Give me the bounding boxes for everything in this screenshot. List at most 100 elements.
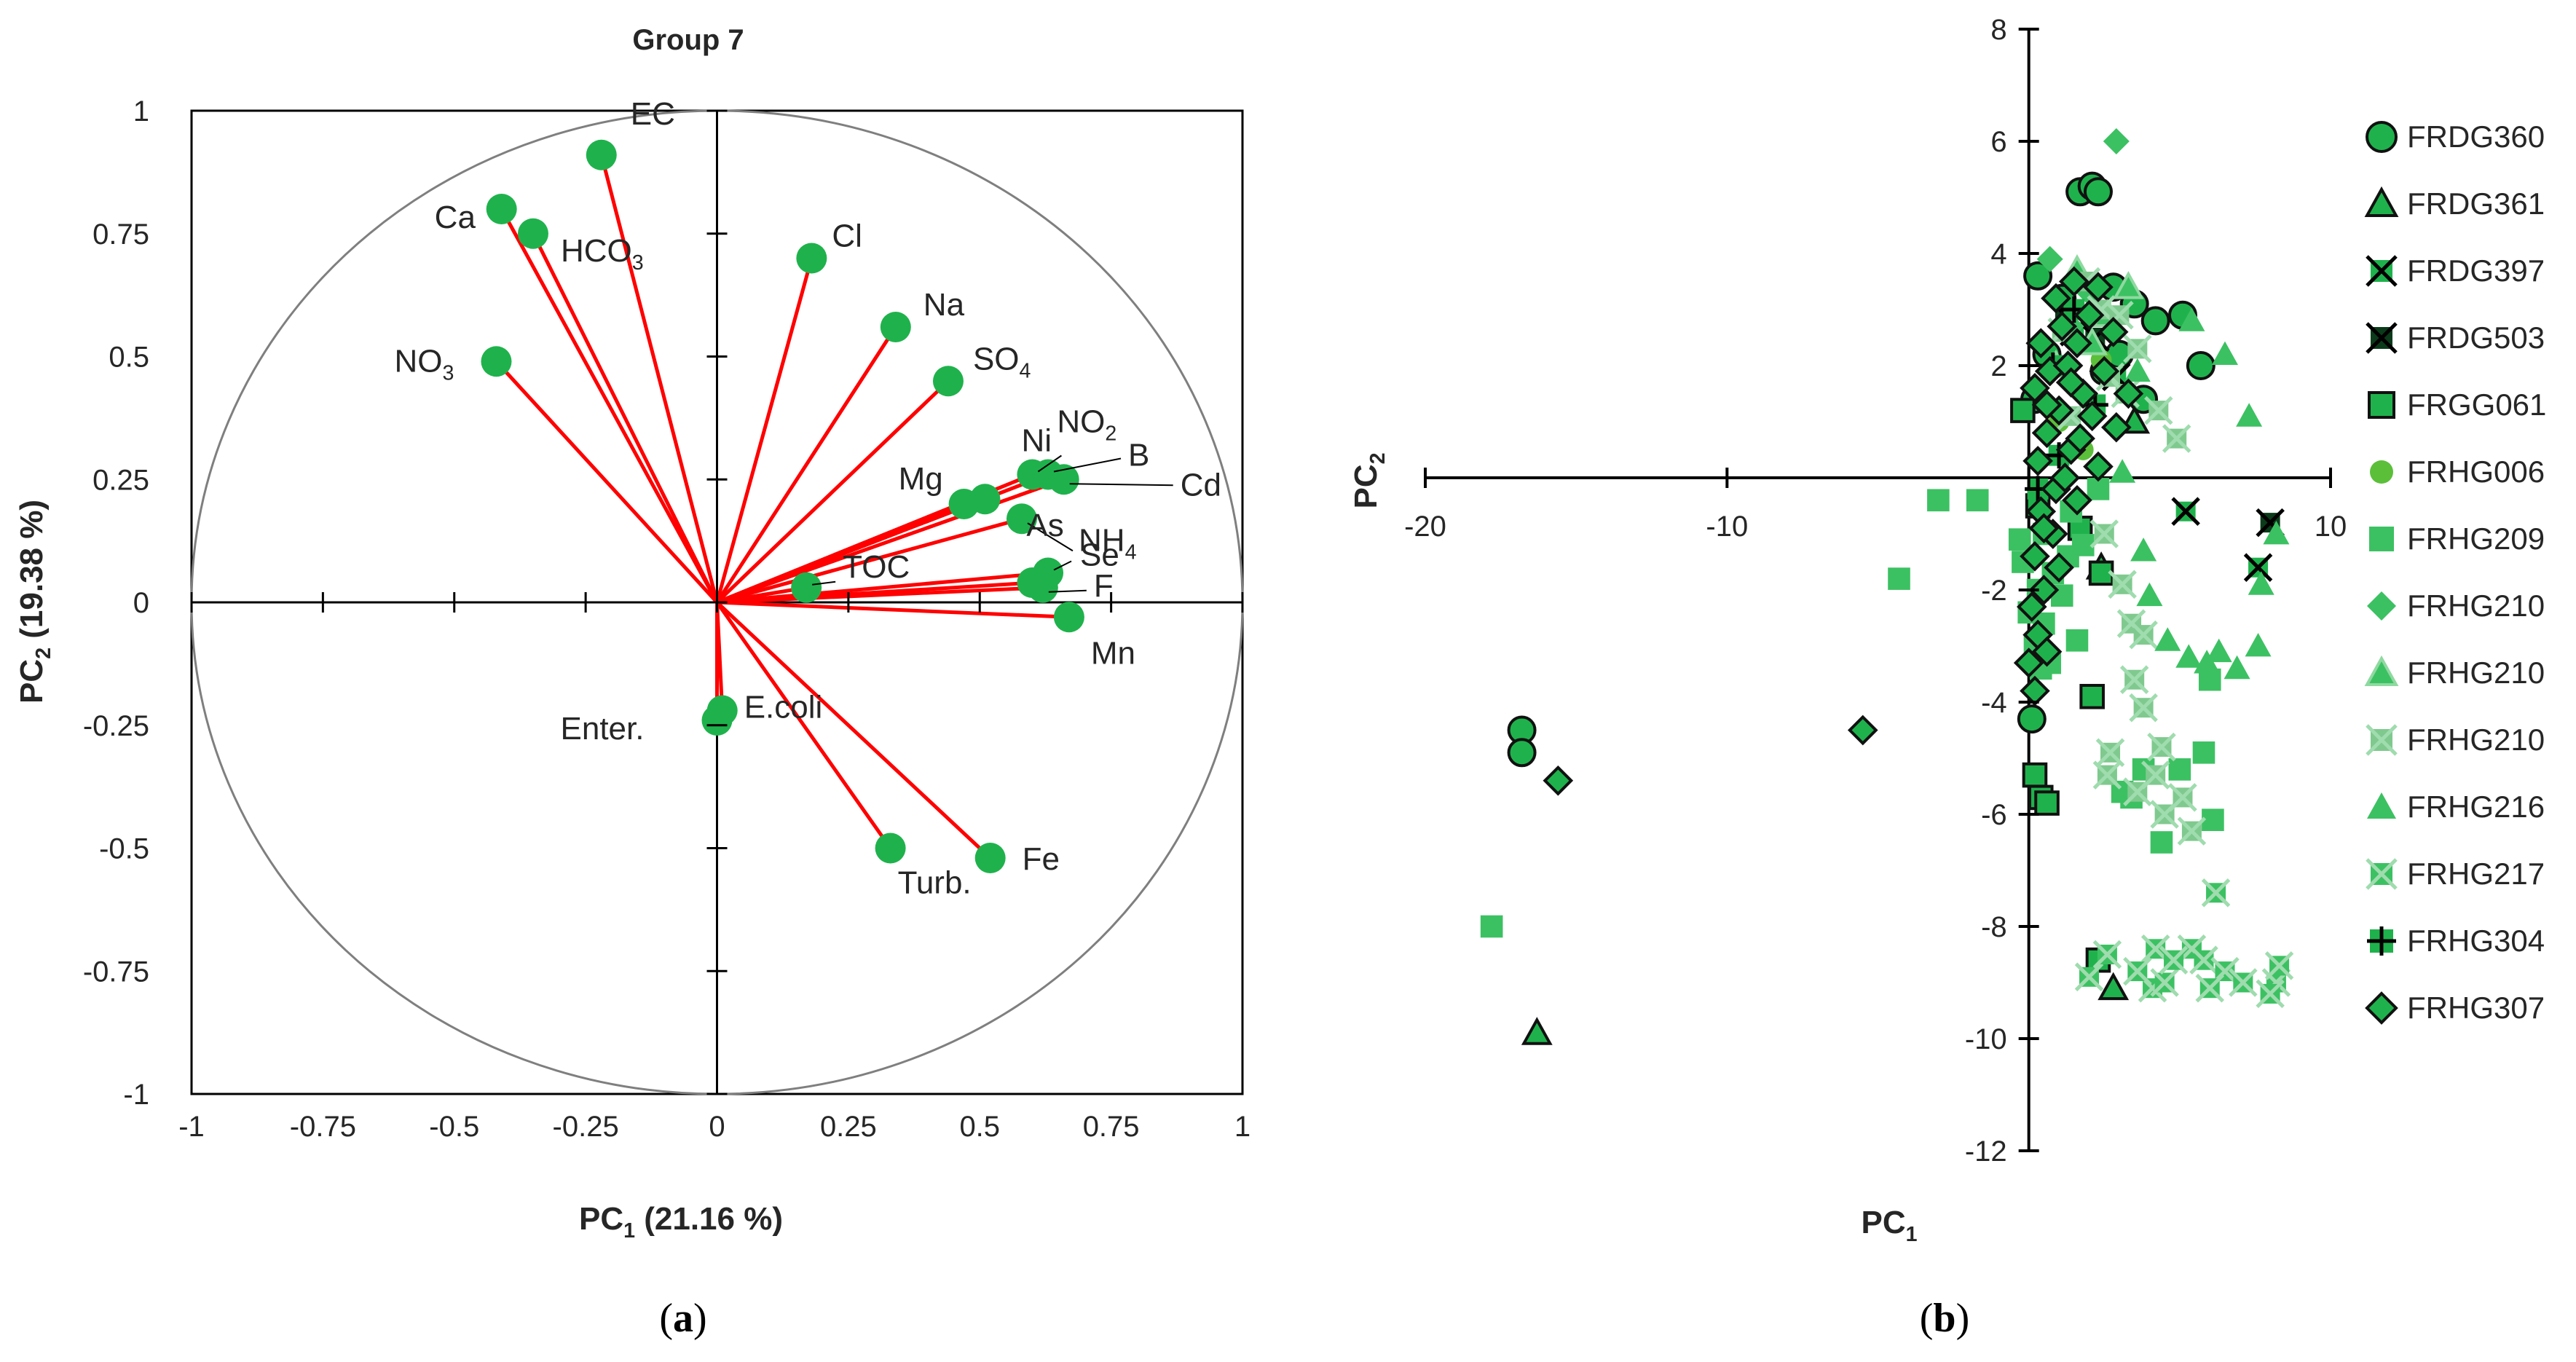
series-frdg361-1 — [1521, 405, 2151, 1045]
loading-point-se — [1006, 503, 1037, 535]
legend-label: FRHG210 — [2407, 589, 2545, 623]
loading-label: SO4 — [973, 341, 1031, 382]
data-point-frhg307 — [2041, 283, 2071, 314]
loading-point-enter. — [701, 705, 733, 736]
y-tick-label: -0.75 — [83, 956, 149, 988]
loading-vector-cl — [715, 257, 814, 603]
x-tick-label: 0.75 — [1083, 1111, 1140, 1143]
data-point-frhg216 — [2211, 341, 2238, 365]
loading-vector-so — [715, 379, 950, 604]
x-marker-cross — [2366, 322, 2398, 354]
legend-label: FRDG397 — [2407, 253, 2545, 288]
x-marker-cross — [2129, 693, 2158, 723]
loading-label: HCO3 — [561, 233, 644, 275]
data-point-frhg210 — [2129, 693, 2158, 723]
x-marker-cross — [2189, 945, 2218, 975]
caption-b: (b) — [1920, 1296, 1969, 1341]
loading-point-hco — [517, 218, 548, 249]
x-tick-label: -10 — [1706, 511, 1748, 543]
data-point-frhg307 — [2020, 372, 2050, 404]
y-tick-label: -1 — [123, 1079, 149, 1111]
label-leader — [1037, 454, 1062, 473]
data-point-frhg209 — [2168, 758, 2191, 781]
loading-vector-turb. — [715, 601, 892, 849]
legend-marker — [2367, 591, 2396, 621]
y-tick-label: -2 — [1981, 575, 2007, 607]
loading-vector-fe — [715, 601, 992, 859]
x-marker-cross — [2092, 760, 2122, 790]
data-point-frhg210 — [2129, 620, 2158, 650]
data-point-frhg307 — [2098, 316, 2129, 347]
legend-label: FRGG061 — [2407, 387, 2546, 422]
data-point-frdg360 — [2140, 306, 2170, 336]
data-point-frhg307 — [2100, 412, 2132, 443]
legend-label: FRHG210 — [2407, 723, 2545, 757]
data-point-frhg307 — [2076, 401, 2108, 432]
x-marker-cross — [2144, 395, 2173, 425]
data-point-frhg216 — [2154, 627, 2181, 651]
y-tick-label: -6 — [1981, 799, 2007, 831]
data-point-frhg217 — [2195, 973, 2225, 1003]
panel-a-x-axis-label: PC1 (21.16 %) — [579, 1201, 783, 1243]
data-point-frhg210 — [2162, 424, 2191, 453]
legend-marker — [2366, 322, 2398, 354]
panel-a-title: Group 7 — [632, 24, 744, 56]
legend-item-frhg304: FRHG304 — [2367, 924, 2545, 958]
x-marker-cross — [2129, 620, 2158, 650]
data-point-frdg360 — [2186, 351, 2215, 380]
loading-vector-ec — [599, 154, 719, 603]
data-point-frhg217 — [2074, 962, 2104, 992]
label-leader — [1027, 522, 1074, 552]
data-point-frhg210 — [2144, 395, 2173, 425]
loading-label: NO3 — [394, 343, 454, 385]
data-point-frhg217 — [2256, 979, 2285, 1009]
legend-item-frdg361: FRDG361 — [2364, 186, 2545, 221]
legend-label: FRHG210 — [2407, 656, 2545, 690]
loading-label: Fe — [1023, 841, 1060, 877]
loading-label: Na — [923, 287, 965, 323]
y-tick-label: 0.5 — [109, 342, 149, 374]
data-point-frhg210 — [2108, 570, 2137, 599]
loading-vector-se — [716, 516, 1023, 605]
data-point-frhg307 — [2022, 446, 2053, 476]
x-marker-cross — [2366, 724, 2398, 756]
x-marker-cross — [2229, 968, 2258, 997]
data-point-frhg307 — [1543, 765, 1574, 796]
data-point-frhg307 — [2065, 423, 2095, 454]
data-point-frdg361 — [2098, 972, 2130, 1001]
loading-point-turb. — [875, 832, 906, 864]
data-point-frhg216 — [2136, 582, 2163, 607]
data-point-frhg216 — [2178, 307, 2205, 331]
legend-item-frhg216: FRHG216 — [2367, 790, 2545, 824]
data-point-frhg209 — [2065, 629, 2089, 652]
data-point-frhg216 — [2130, 538, 2157, 562]
x-marker-cross — [2171, 497, 2200, 526]
data-point-frhg307 — [2049, 462, 2081, 493]
legend-marker — [2366, 255, 2398, 287]
data-point-frhg307 — [2013, 647, 2044, 678]
data-point-frhg307 — [2083, 451, 2114, 482]
data-point-frhg217 — [2201, 878, 2231, 908]
loading-label: Turb. — [898, 865, 972, 901]
x-marker-cross — [2150, 968, 2179, 997]
loading-point-mg — [948, 489, 980, 519]
series-frhg307-13 — [1543, 266, 2144, 796]
legend-marker — [2367, 926, 2396, 956]
x-marker-cross — [2074, 962, 2104, 992]
data-point-frhg307 — [2044, 552, 2074, 583]
loading-vector-nh — [717, 571, 1049, 605]
series-frhg209-6 — [1480, 478, 2224, 938]
data-point-frhg216 — [2224, 655, 2250, 680]
loading-point-so — [932, 366, 964, 397]
data-point-frhg307 — [2031, 390, 2063, 420]
data-point-frhg210 — [2119, 665, 2149, 694]
x-marker-cross — [2089, 519, 2119, 548]
legend-marker — [2368, 391, 2395, 419]
data-point-frdg397 — [2243, 553, 2273, 582]
x-marker-cross — [2366, 858, 2398, 890]
label-leader — [1069, 483, 1173, 487]
data-point-frhg210 — [2168, 783, 2197, 812]
data-point-frhg216 — [2245, 633, 2272, 657]
data-point-frdg397 — [2171, 497, 2200, 526]
